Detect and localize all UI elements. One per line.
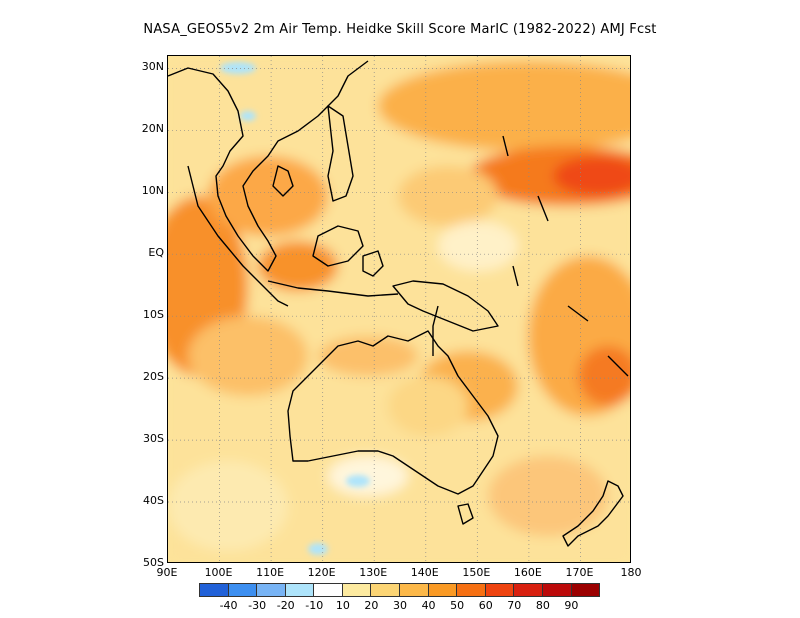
colorbar-label: 70 <box>507 599 522 612</box>
colorbar-swatch <box>484 583 515 597</box>
colorbar-swatch <box>513 583 543 597</box>
colorbar-swatch <box>541 583 572 597</box>
colorbar-swatch <box>399 583 429 597</box>
colorbar <box>199 583 601 597</box>
colorbar-label: 60 <box>478 599 493 612</box>
colorbar-label: 20 <box>364 599 379 612</box>
colorbar-label: -10 <box>305 599 324 612</box>
skill-field <box>168 56 630 562</box>
chart-title: NASA_GEOS5v2 2m Air Temp. Heidke Skill S… <box>143 22 657 37</box>
colorbar-swatch <box>370 583 401 597</box>
lat-tick-label: 40S <box>143 494 164 508</box>
colorbar-label: 30 <box>393 599 407 612</box>
colorbar-swatch <box>256 583 286 597</box>
colorbar-label: 80 <box>535 599 550 612</box>
colorbar-swatch <box>313 583 343 597</box>
colorbar-label: -40 <box>219 599 238 612</box>
lat-tick-label: 20S <box>143 370 164 384</box>
gridlines <box>168 56 630 562</box>
colorbar-swatch <box>284 583 315 597</box>
colorbar-labels: -40 -30 -20 -10 10 20 30 40 50 60 70 80 90 <box>200 599 600 613</box>
colorbar-swatch <box>570 583 601 597</box>
lat-tick-label: 50S <box>143 556 164 569</box>
lon-tick-label: 160E <box>513 566 542 579</box>
colorbar-label: 90 <box>564 599 579 612</box>
lon-tick-label: 140E <box>410 566 439 579</box>
lat-tick-label: 20N <box>141 122 164 136</box>
map-canvas <box>168 56 630 562</box>
colorbar-swatch <box>427 583 458 597</box>
colorbar-swatch <box>199 583 229 597</box>
lat-tick-label: 30N <box>141 60 164 74</box>
colorbar-label: 40 <box>421 599 436 612</box>
colorbar-swatch <box>456 583 486 597</box>
colorbar-label: -20 <box>276 599 295 612</box>
colorbar-label: 10 <box>335 599 350 612</box>
lat-tick-label: 10N <box>141 184 164 198</box>
colorbar-swatch <box>227 583 258 597</box>
lon-tick-label: 180 <box>620 566 642 579</box>
lon-tick-label: 130E <box>359 566 388 579</box>
lon-tick-label: 100E <box>204 566 233 579</box>
lon-tick-label: 120E <box>307 566 336 579</box>
lat-tick-label: 30S <box>143 432 164 446</box>
colorbar-label: -30 <box>248 599 267 612</box>
lon-tick-label: 170E <box>565 566 594 579</box>
colorbar-swatch <box>341 583 372 597</box>
coastlines <box>168 60 629 547</box>
lon-tick-label: 150E <box>462 566 491 579</box>
lon-tick-label: 90E <box>156 566 178 579</box>
skill-score-map <box>167 55 631 563</box>
lon-tick-label: 110E <box>256 566 285 579</box>
lat-tick-label: 10S <box>143 308 164 322</box>
colorbar-label: 50 <box>450 599 465 612</box>
lat-tick-label: EQ <box>148 246 164 260</box>
